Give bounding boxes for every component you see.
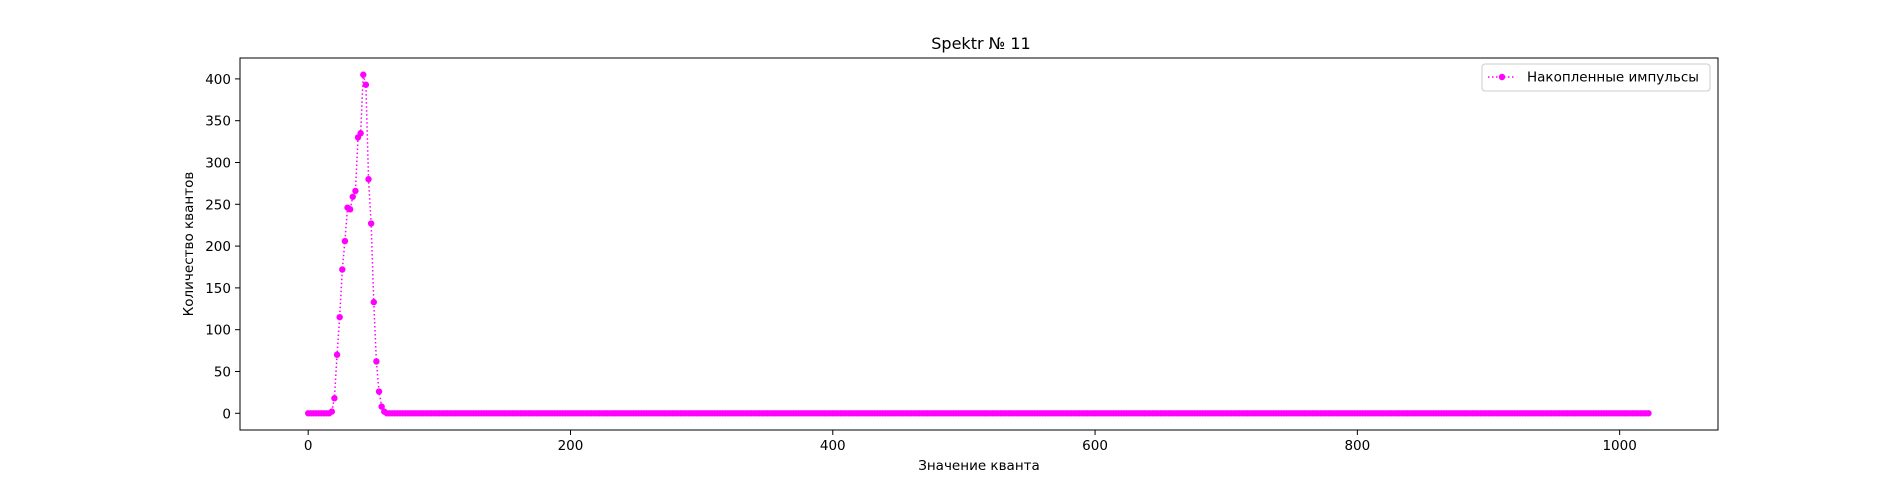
x-tick-label: 800 xyxy=(1344,438,1370,454)
data-point xyxy=(370,298,377,306)
data-point xyxy=(352,187,359,195)
data-point xyxy=(341,237,349,245)
data-point xyxy=(346,206,354,213)
y-tick-label: 200 xyxy=(205,239,231,255)
data-point xyxy=(1645,410,1652,417)
data-layer xyxy=(305,71,1652,417)
x-axis: 0 200 400 600 800 1000 xyxy=(304,430,1637,454)
y-axis-label: Количество квантов xyxy=(181,172,197,317)
y-tick-label: 100 xyxy=(205,323,231,339)
x-tick-label: 600 xyxy=(1082,438,1108,454)
data-point xyxy=(349,193,356,200)
x-tick-label: 0 xyxy=(304,438,313,454)
x-tick-label: 1000 xyxy=(1602,438,1636,454)
y-tick-label: 250 xyxy=(205,197,231,213)
plot-frame xyxy=(239,57,1719,431)
x-axis-label: Значение кванта xyxy=(918,458,1040,474)
data-point xyxy=(336,313,343,321)
y-axis: 0 50 100 150 200 250 300 350 400 xyxy=(205,72,240,422)
data-point xyxy=(333,351,341,358)
data-point xyxy=(365,176,372,183)
data-point xyxy=(357,130,364,137)
data-point xyxy=(378,403,385,410)
y-tick-label: 300 xyxy=(205,155,231,171)
x-tick-label: 400 xyxy=(820,438,846,454)
data-point xyxy=(367,220,375,227)
data-point xyxy=(375,388,383,395)
data-point xyxy=(362,81,370,88)
y-tick-label: 150 xyxy=(205,281,231,297)
data-point xyxy=(331,395,338,402)
y-tick-label: 0 xyxy=(222,406,231,422)
data-point xyxy=(373,358,380,365)
data-point xyxy=(328,408,335,415)
data-point xyxy=(360,71,367,78)
legend-box xyxy=(1481,63,1711,92)
legend: Накопленные импульсы xyxy=(1481,63,1711,92)
x-tick-label: 200 xyxy=(558,438,584,454)
y-tick-label: 400 xyxy=(205,72,231,88)
legend-label: Накопленные импульсы xyxy=(1527,70,1699,86)
data-point xyxy=(339,266,346,273)
y-tick-label: 350 xyxy=(205,114,231,130)
y-tick-label: 50 xyxy=(214,364,231,380)
chart-title: Spektr № 11 xyxy=(931,34,1030,53)
legend-marker-sample xyxy=(1498,73,1506,81)
